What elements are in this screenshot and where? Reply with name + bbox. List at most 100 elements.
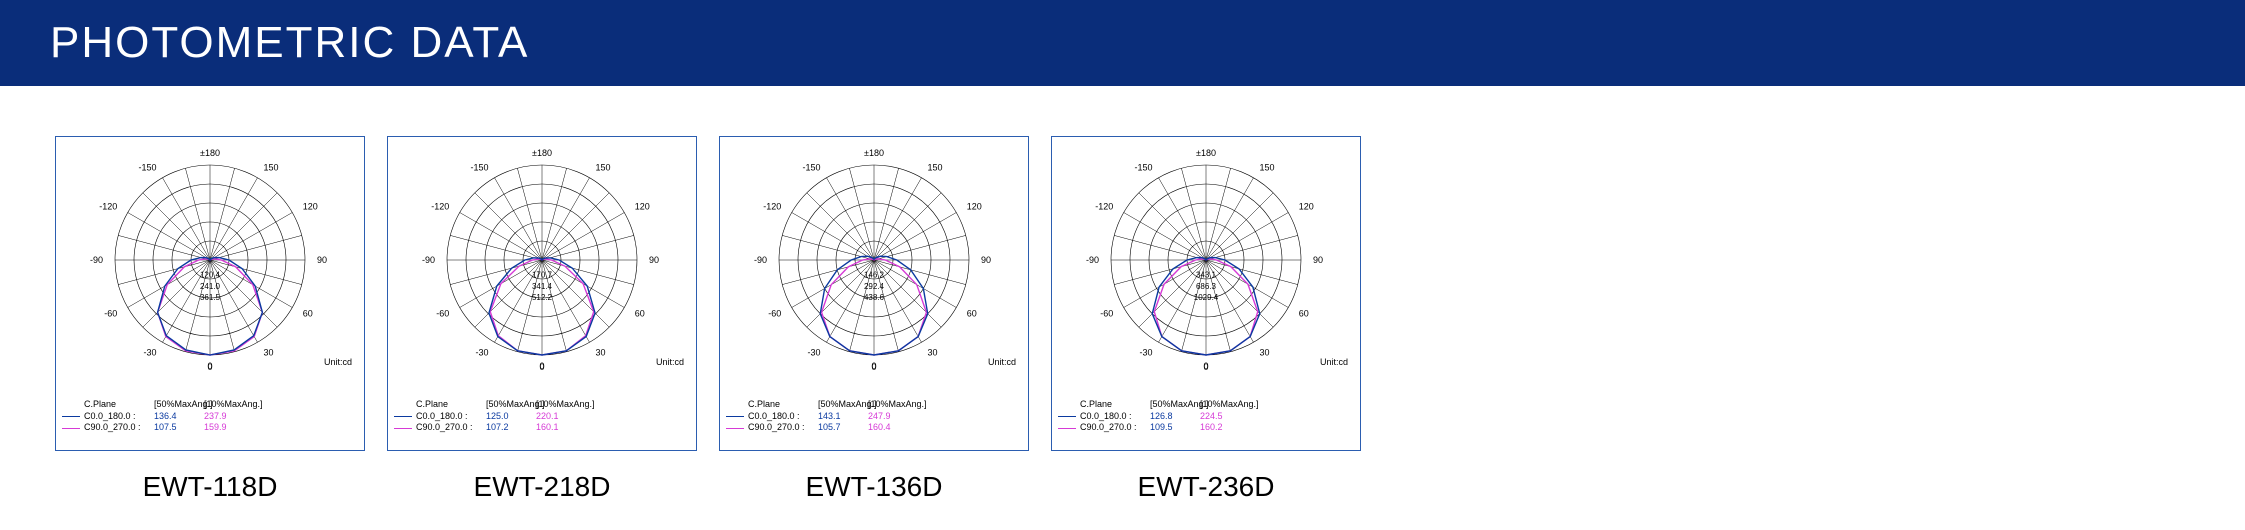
angle-label: ±180 [532,148,552,158]
angle-label: 120 [967,202,982,212]
legend-val-10: 160.2 [1200,422,1260,434]
angle-label: -90 [754,255,767,265]
legend-val-50: 136.4 [154,411,204,423]
legend-label: C90.0_270.0 : [84,422,154,434]
angle-label: -60 [768,309,781,319]
angle-label: 150 [928,162,943,172]
legend-hdr-10: [10%MaxAng.] [536,399,596,411]
legend-row-c0: C0.0_180.0 :126.8224.5 [1058,411,1354,423]
legend-row-c90: C90.0_270.0 :107.2160.1 [394,422,690,434]
legend-swatch-icon [1058,428,1076,429]
angle-label-zero: 0 [871,361,876,371]
angle-label: -30 [475,348,488,358]
ring-value-label: 361.5 [200,293,221,302]
angle-label: 90 [317,255,327,265]
chart-model-label: EWT-136D [806,471,943,503]
legend-swatch-icon [62,428,80,429]
ring-value-label: 1029.4 [1194,293,1219,302]
ring-value-label: 292.4 [864,282,885,291]
legend-val-10: 159.9 [204,422,264,434]
legend: C.Plane[50%MaxAng.][10%MaxAng.]C0.0_180.… [394,399,690,434]
angle-label: 120 [635,202,650,212]
legend-hdr-50: [50%MaxAng.] [154,399,204,411]
ring-value-label: 241.0 [200,282,221,291]
chart-box: ±1801501209060300-30-60-90-120-150343.16… [1051,136,1361,451]
angle-label: -120 [99,202,117,212]
angle-label: 30 [928,348,938,358]
angle-label: 90 [981,255,991,265]
legend-header: C.Plane[50%MaxAng.][10%MaxAng.] [62,399,358,411]
legend-hdr-50: [50%MaxAng.] [1150,399,1200,411]
angle-label: 90 [1313,255,1323,265]
legend-val-10: 247.9 [868,411,928,423]
angle-label: ±180 [864,148,884,158]
angle-label-zero: 0 [1203,361,1208,371]
legend-hdr-cplane: C.Plane [748,399,818,411]
legend-swatch-icon [726,416,744,417]
legend-val-50: 107.2 [486,422,536,434]
angle-label: -60 [1100,309,1113,319]
legend-header: C.Plane[50%MaxAng.][10%MaxAng.] [726,399,1022,411]
unit-label: Unit:cd [988,357,1016,367]
legend-row-c90: C90.0_270.0 :105.7160.4 [726,422,1022,434]
legend-hdr-10: [10%MaxAng.] [204,399,264,411]
chart-container: ±1801501209060300-30-60-90-120-150120.42… [55,136,365,503]
legend-hdr-cplane: C.Plane [84,399,154,411]
unit-label: Unit:cd [324,357,352,367]
ring-value-label: 686.3 [1196,282,1217,291]
angle-label: 60 [967,309,977,319]
legend-hdr-cplane: C.Plane [1080,399,1150,411]
angle-label: -90 [90,255,103,265]
charts-row: ±180 150 120 90 60 30 0 -30 -60 -90 -120 -150 120.4 2… [0,86,2245,503]
legend-val-50: 107.5 [154,422,204,434]
chart-box: ±1801501209060300-30-60-90-120-150120.42… [55,136,365,451]
angle-label: 120 [1299,202,1314,212]
angle-label-zero: 0 [207,361,212,371]
legend-row-c90: C90.0_270.0 :107.5159.9 [62,422,358,434]
chart-container: ±1801501209060300-30-60-90-120-150343.16… [1051,136,1361,503]
angle-label: -30 [807,348,820,358]
legend-swatch-icon [1058,416,1076,417]
legend-swatch-icon [394,428,412,429]
chart-model-label: EWT-236D [1138,471,1275,503]
angle-label: -30 [1139,348,1152,358]
legend-val-10: 237.9 [204,411,264,423]
legend-row-c90: C90.0_270.0 :109.5160.2 [1058,422,1354,434]
ring-value-label: 343.1 [1196,270,1217,279]
ring-value-label: 146.2 [864,270,885,279]
angle-label: -120 [431,202,449,212]
angle-label: 150 [1260,162,1275,172]
legend-label: C90.0_270.0 : [748,422,818,434]
angle-label: 150 [596,162,611,172]
angle-label-zero: 0 [539,361,544,371]
ring-value-label: 120.4 [200,270,221,279]
chart-model-label: EWT-218D [474,471,611,503]
legend-swatch-icon [726,428,744,429]
legend-row-c0: C0.0_180.0 :143.1247.9 [726,411,1022,423]
polar-chart: ±1801501209060300-30-60-90-120-150343.16… [1058,145,1354,395]
angle-label: 30 [1260,348,1270,358]
ring-value-label: 341.4 [532,282,553,291]
angle-label: 150 [264,162,279,172]
legend-header: C.Plane[50%MaxAng.][10%MaxAng.] [1058,399,1354,411]
angle-label: -150 [470,162,488,172]
polar-chart: ±1801501209060300-30-60-90-120-150146.22… [726,145,1022,395]
angle-label: -150 [138,162,156,172]
legend-val-10: 224.5 [1200,411,1260,423]
legend-val-50: 143.1 [818,411,868,423]
chart-container: ±1801501209060300-30-60-90-120-150170.73… [387,136,697,503]
ring-value-label: 170.7 [532,270,553,279]
legend-val-50: 109.5 [1150,422,1200,434]
angle-label: 30 [596,348,606,358]
angle-label: -120 [1095,202,1113,212]
angle-label: ±180 [1196,148,1216,158]
legend-swatch-icon [394,416,412,417]
legend-val-50: 105.7 [818,422,868,434]
legend: C.Plane[50%MaxAng.][10%MaxAng.]C0.0_180.… [1058,399,1354,434]
legend-hdr-cplane: C.Plane [416,399,486,411]
legend-hdr-50: [50%MaxAng.] [818,399,868,411]
chart-box: ±1801501209060300-30-60-90-120-150170.73… [387,136,697,451]
chart-model-label: EWT-118D [143,471,278,503]
angle-label: -30 [143,348,156,358]
angle-label: 90 [649,255,659,265]
